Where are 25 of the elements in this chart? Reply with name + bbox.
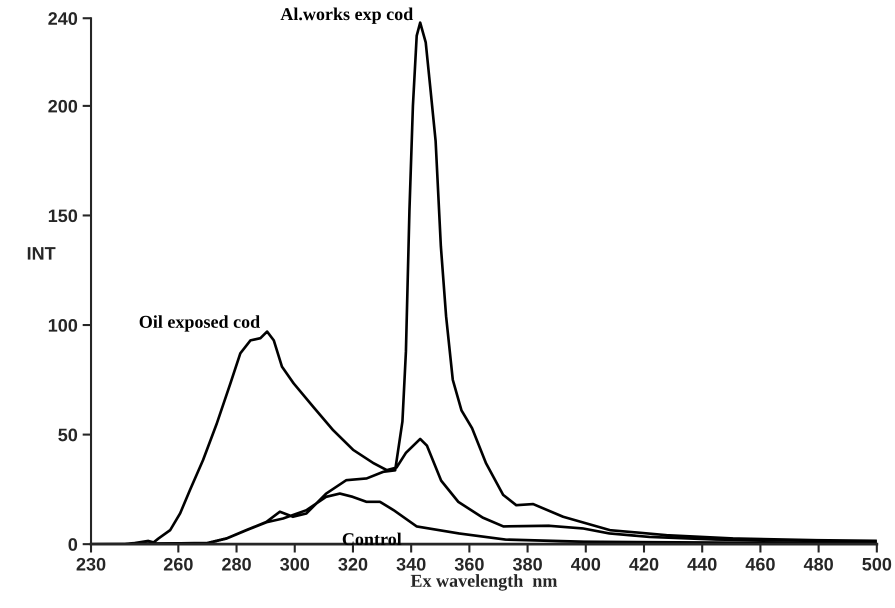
x-tick-label: 420 [629,558,658,571]
x-tick-label: 230 [76,558,106,571]
x-tick-label: 460 [746,558,775,571]
x-tick-label: 400 [571,558,600,571]
x-axis-title: Ex wavelength nm [410,574,558,591]
y-tick-label: 100 [48,318,78,332]
y-axis-title: INT [28,247,56,260]
x-tick-label: 380 [512,558,542,571]
series-label: Oil exposed cod [140,315,260,332]
x-tick-label: 440 [687,558,717,571]
series-label: Al.works exp cod [280,7,414,24]
x-tick-label: 280 [222,558,251,571]
x-tick-label: 500 [862,558,892,571]
x-tick-label: 260 [164,558,193,571]
series-label: Control [342,532,402,546]
x-tick-label: 320 [338,558,368,571]
y-tick-label: 0 [68,538,78,551]
y-tick-label: 50 [58,428,78,442]
y-tick-label: 200 [48,100,78,113]
y-tick-label: 240 [48,12,78,25]
x-tick-label: 300 [280,558,310,571]
x-tick-label: 360 [454,558,484,571]
y-tick-label: 150 [48,209,78,222]
x-tick-label: 480 [804,558,833,571]
x-tick-label: 340 [396,558,426,571]
